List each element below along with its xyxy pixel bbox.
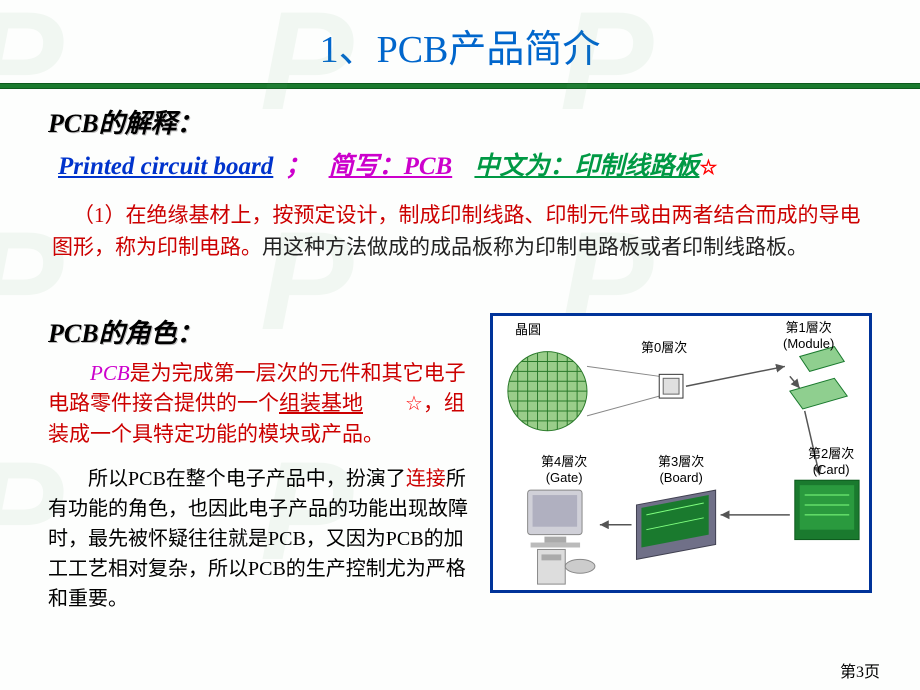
- page-number: 第3页: [840, 658, 880, 682]
- label-l1: 第1層次(Module): [783, 320, 834, 351]
- label-l4: 第4層次(Gate): [541, 454, 587, 485]
- def-english: Printed circuit board: [58, 153, 273, 180]
- paragraph-summary: 所以PCB在整个电子产品中，扮演了连接所有功能的角色，也因此电子产品的功能出现故…: [48, 464, 478, 614]
- def-chinese: 中文为：印制线路板: [474, 153, 699, 180]
- para1-black: 用这种方法做成的成品板称为印制电路板或者印制线路板。: [262, 235, 808, 259]
- label-l2: 第2層次(Card): [808, 446, 854, 477]
- definition-line: Printed circuit board ； 简写：PCB 中文为：印制线路板☆: [58, 146, 872, 182]
- slide-title: 1、PCB产品简介: [0, 0, 920, 83]
- label-l3: 第3層次(Board): [658, 454, 704, 485]
- section-header-explanation: PCB的解释：: [48, 103, 872, 140]
- def-separator: ；: [285, 153, 310, 180]
- star-icon: ☆: [699, 155, 717, 180]
- paragraph-role: PCB是为完成第一层次的元件和其它电子电路零件接合提供的一个组装基地☆，组装成一…: [48, 358, 478, 450]
- def-short: 简写：PCB: [329, 153, 453, 180]
- paragraph-definition: （1）在绝缘基材上，按预定设计，制成印制线路、印制元件或由两者结合而成的导电图形…: [52, 200, 870, 263]
- para3-connect: 连接: [406, 468, 446, 490]
- label-wafer: 晶圓: [515, 322, 541, 338]
- section-header-role: PCB的角色：: [48, 313, 478, 350]
- card-icon: [795, 480, 859, 539]
- para2-assembly: 组装基地: [279, 391, 363, 415]
- board-icon: [636, 490, 715, 559]
- wafer-icon: [508, 352, 587, 431]
- layer-diagram: 晶圓 第0層次 第1層次(Module) 第2層次(Card) 第3層次(Boa…: [490, 313, 872, 593]
- star-icon-2: ☆: [363, 390, 423, 419]
- module-icon: [790, 347, 847, 409]
- label-l0: 第0層次: [641, 340, 687, 356]
- computer-icon: [528, 490, 595, 584]
- para2-lead: PCB: [90, 361, 130, 385]
- para3-t1: 所以PCB在整个电子产品中，扮演了: [88, 468, 406, 490]
